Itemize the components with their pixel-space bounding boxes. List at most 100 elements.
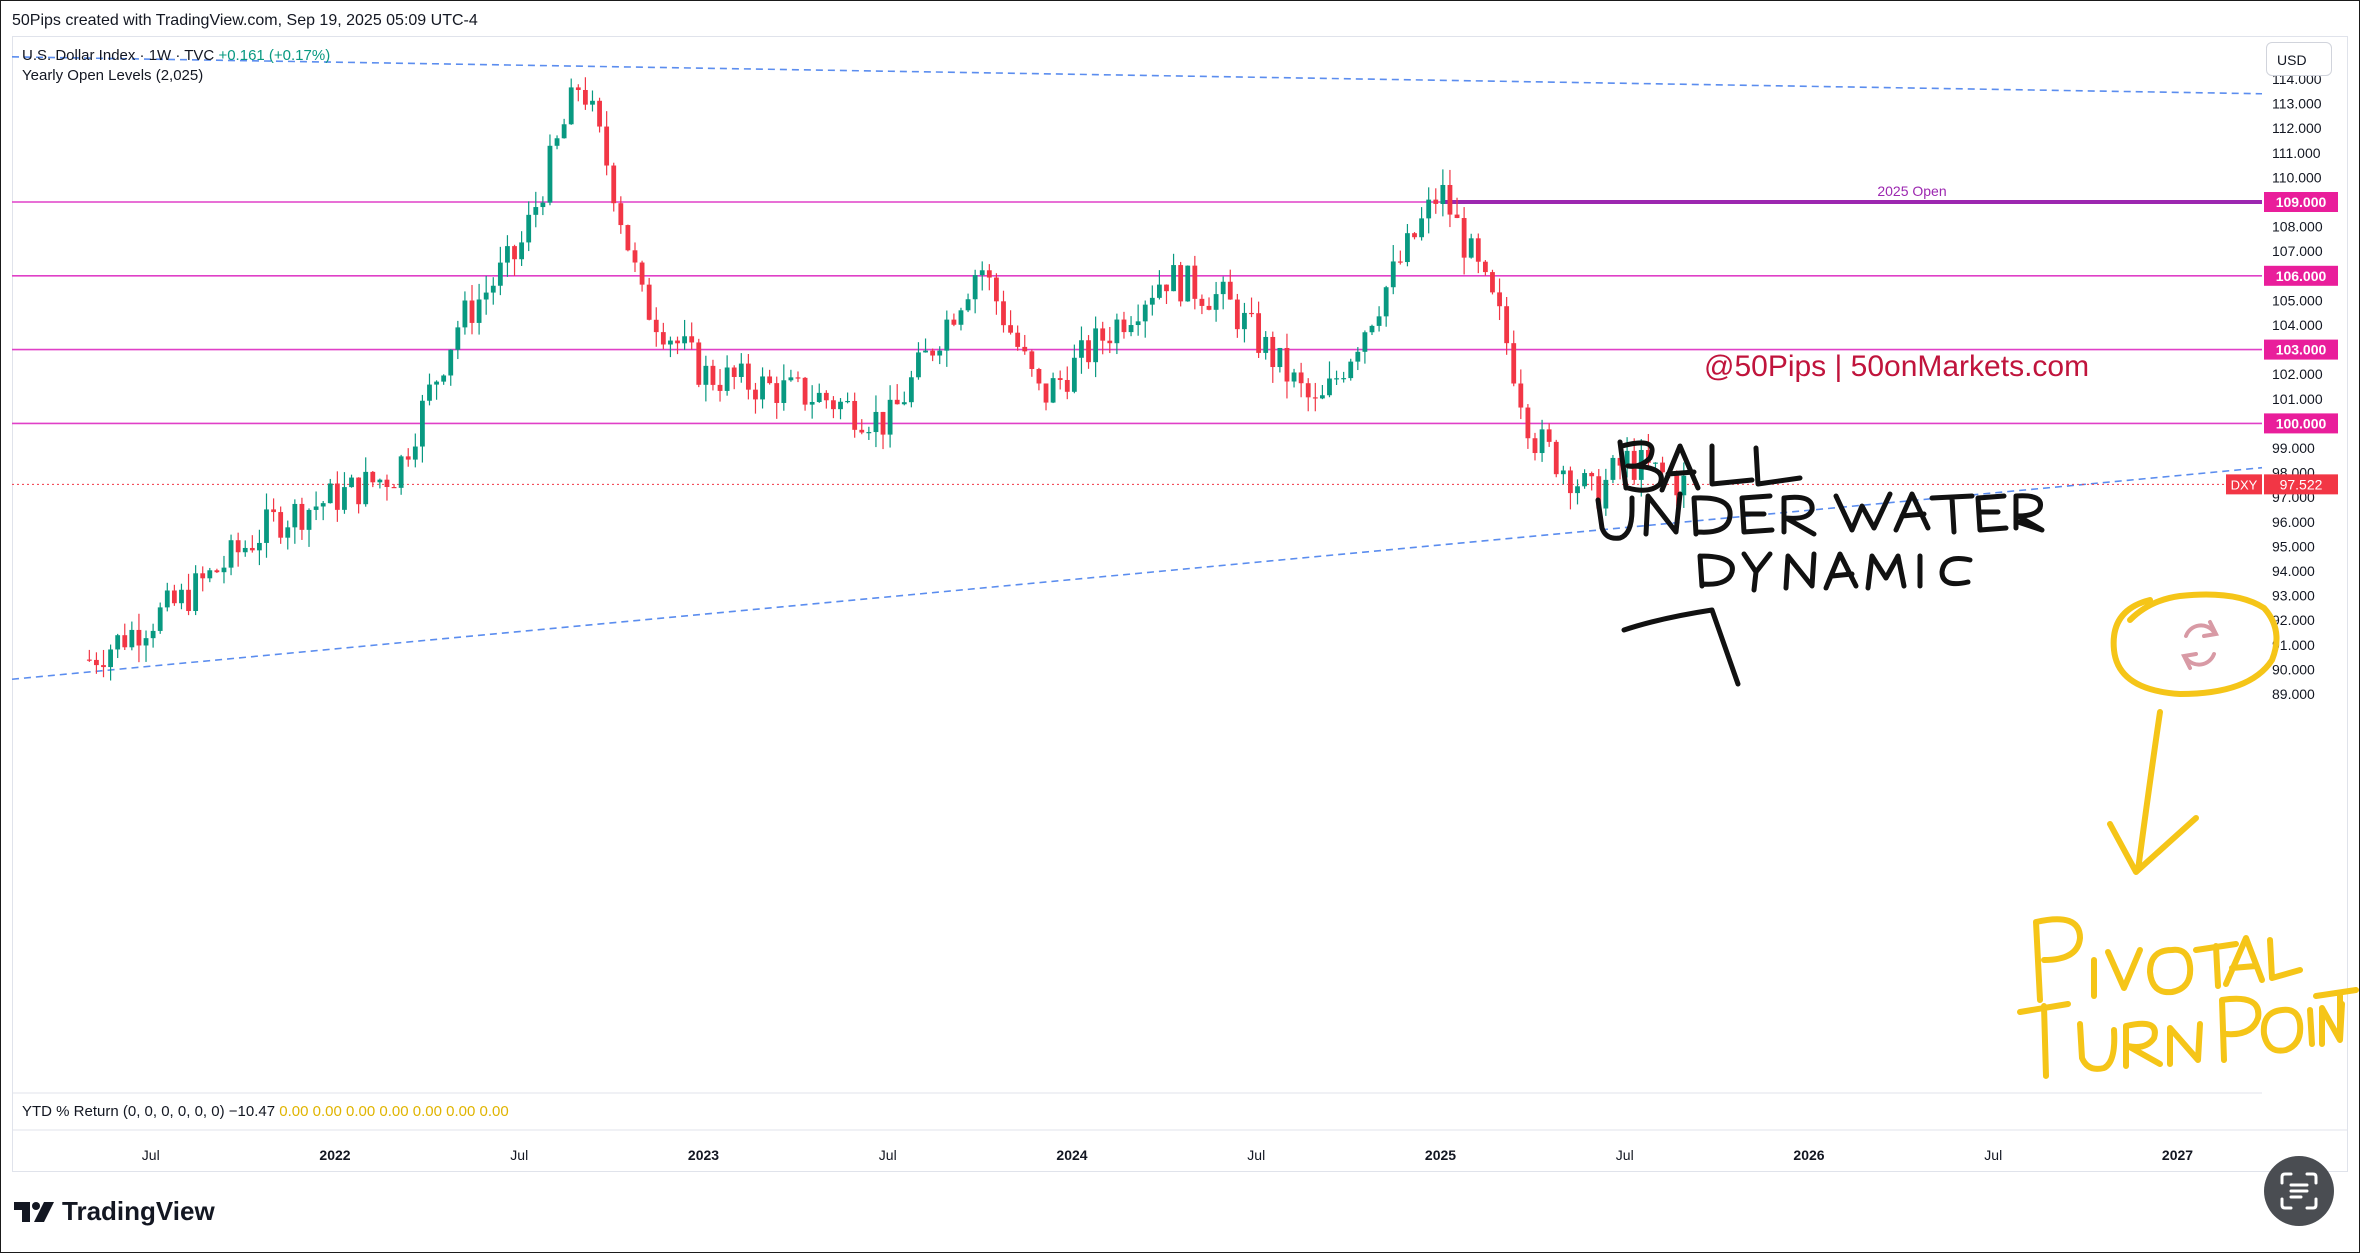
ytd-return-legend[interactable]: YTD % Return (0, 0, 0, 0, 0, 0) −10.47 0… xyxy=(22,1103,509,1120)
text-scan-button[interactable] xyxy=(2264,1156,2334,1226)
candle-body-127 xyxy=(986,270,992,278)
candle-body-156 xyxy=(1192,265,1198,299)
candle-body-44 xyxy=(398,456,404,488)
candle-body-85 xyxy=(689,336,695,343)
candle-body-202 xyxy=(1518,383,1524,408)
candle-body-217 xyxy=(1624,450,1630,466)
ytd-value: −10.47 xyxy=(228,1103,276,1120)
candle-body-201 xyxy=(1511,343,1517,384)
candle-body-82 xyxy=(668,340,673,345)
tradingview-logo[interactable]: TradingView xyxy=(14,1196,215,1227)
candle-body-179 xyxy=(1355,351,1361,362)
chart-pane[interactable] xyxy=(12,36,2348,1172)
candle-body-51 xyxy=(448,349,454,376)
candle-body-122 xyxy=(951,319,957,325)
candle-body-174 xyxy=(1319,395,1325,399)
price-tick-15: 104.000 xyxy=(2272,317,2323,333)
candle-body-171 xyxy=(1298,372,1304,384)
candle-body-115 xyxy=(901,402,907,405)
candle-body-30 xyxy=(299,503,305,530)
candle-body-205 xyxy=(1539,429,1545,454)
candle-body-31 xyxy=(306,509,312,530)
candle-body-173 xyxy=(1312,397,1318,399)
level-label-bg-0 xyxy=(2264,192,2338,212)
candle-body-103 xyxy=(816,392,822,402)
candle-body-212 xyxy=(1589,473,1595,477)
indicator-line[interactable]: Yearly Open Levels (2,025) xyxy=(22,67,204,84)
candle-body-83 xyxy=(675,340,680,344)
symbol-line[interactable]: U.S. Dollar Index · 1W · TVC +0.161 (+0.… xyxy=(22,46,330,66)
candle-body-26 xyxy=(271,509,276,513)
candle-body-78 xyxy=(639,262,645,285)
time-tick-10: Jul xyxy=(1984,1147,2002,1163)
candle-body-69 xyxy=(575,87,581,90)
candle-body-186 xyxy=(1405,233,1410,263)
time-axis[interactable]: Jul 2022 Jul 2023 Jul 2024 Jul 2025 Jul 2026 Jul 20… xyxy=(12,1092,2348,1163)
currency-button[interactable]: USD xyxy=(2266,42,2332,76)
ytd-label: YTD % Return (0, 0, 0, 0, 0, 0) xyxy=(22,1103,225,1120)
candle-body-72 xyxy=(597,100,602,127)
time-tick-1: 2022 xyxy=(319,1147,350,1163)
time-tick-11: 2027 xyxy=(2162,1147,2193,1163)
price-tick-12: 101.000 xyxy=(2272,391,2323,407)
ytd-val-6: 0.00 xyxy=(479,1103,509,1120)
candle-body-100 xyxy=(795,377,801,379)
candle-body-14 xyxy=(186,589,191,612)
candle-body-66 xyxy=(554,138,560,146)
candle-body-139 xyxy=(1071,357,1077,392)
candle-body-119 xyxy=(930,350,936,356)
candlestick-series[interactable] xyxy=(86,77,1687,681)
candle-body-213 xyxy=(1596,476,1602,509)
trendline-lower xyxy=(11,466,2263,681)
candle-body-199 xyxy=(1497,292,1502,307)
candle-body-39 xyxy=(363,471,369,505)
candle-body-84 xyxy=(682,336,688,344)
candle-body-60 xyxy=(512,246,517,260)
candle-body-93 xyxy=(745,363,751,390)
candle-body-192 xyxy=(1447,184,1453,215)
price-tick-4: 93.000 xyxy=(2272,588,2315,604)
candle-body-110 xyxy=(866,432,872,434)
candle-body-20 xyxy=(228,540,234,568)
candle-body-75 xyxy=(618,203,624,226)
candle-body-166 xyxy=(1263,336,1269,353)
trendlines[interactable] xyxy=(11,56,2263,681)
chart-legend[interactable]: U.S. Dollar Index · 1W · TVC +0.161 (+0.… xyxy=(22,46,330,86)
level-label-3: 100.000 xyxy=(2276,415,2327,431)
candle-body-21 xyxy=(235,540,241,553)
candle-body-27 xyxy=(278,512,284,538)
candle-body-136 xyxy=(1050,378,1056,403)
candle-body-56 xyxy=(483,292,489,300)
candle-body-120 xyxy=(937,350,943,356)
candle-body-32 xyxy=(313,506,319,510)
candle-body-73 xyxy=(604,126,610,166)
candle-body-47 xyxy=(420,400,425,447)
candle-body-147 xyxy=(1128,325,1134,333)
candle-body-145 xyxy=(1114,319,1120,344)
candle-body-104 xyxy=(823,392,829,401)
candle-body-58 xyxy=(497,262,503,286)
candle-body-178 xyxy=(1348,361,1354,379)
refresh-icon[interactable] xyxy=(2181,620,2219,670)
level-label-1: 106.000 xyxy=(2276,268,2327,284)
candle-body-22 xyxy=(242,547,248,553)
candle-body-43 xyxy=(391,486,397,489)
candle-body-98 xyxy=(781,380,787,403)
candle-body-15 xyxy=(193,573,199,612)
candle-body-132 xyxy=(1022,346,1028,352)
candle-body-167 xyxy=(1270,336,1276,368)
candle-body-92 xyxy=(738,363,744,377)
current-symbol-bg xyxy=(2226,474,2262,495)
candle-body-134 xyxy=(1036,369,1042,384)
yearly-open-levels[interactable]: 2025 Open xyxy=(12,183,2262,485)
candle-body-169 xyxy=(1284,347,1290,382)
candle-body-204 xyxy=(1532,438,1538,454)
candle-body-24 xyxy=(257,542,262,551)
price-axis[interactable]: 89.000 90.000 91.000 92.000 93.000 94.000 95.0… xyxy=(2272,71,2323,702)
candle-body-194 xyxy=(1461,218,1467,258)
level-label-bg-1 xyxy=(2264,265,2338,286)
candle-body-37 xyxy=(349,477,354,488)
candle-body-126 xyxy=(979,270,985,276)
candle-body-137 xyxy=(1057,378,1063,380)
